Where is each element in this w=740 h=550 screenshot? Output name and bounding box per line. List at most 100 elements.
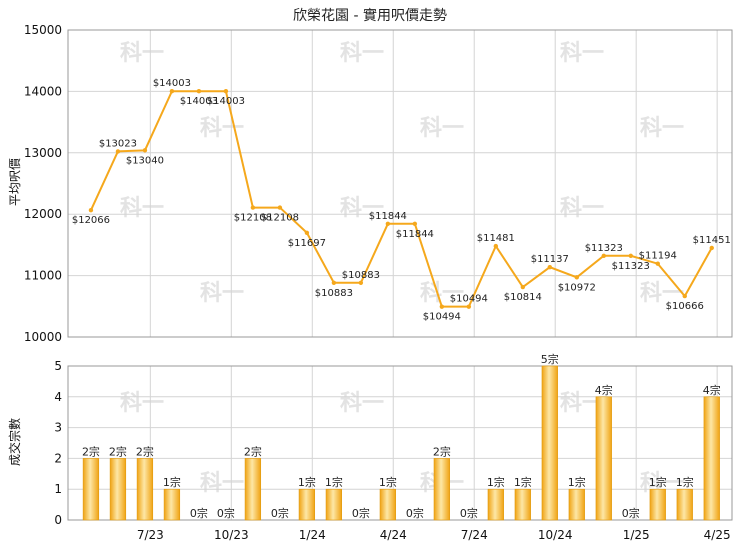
x-tick-label: 1/24 — [299, 528, 326, 542]
volume-bar-label: 2宗 — [109, 444, 127, 458]
price-data-label: $14003 — [180, 96, 218, 107]
price-data-label: $14003 — [207, 96, 245, 107]
volume-bar-label: 2宗 — [136, 444, 154, 458]
watermark-text: 科一 — [340, 391, 384, 416]
price-point — [142, 148, 148, 153]
x-tick-label: 4/24 — [380, 528, 407, 542]
volume-bar — [703, 396, 720, 521]
price-data-label: $11481 — [477, 233, 515, 244]
price-data-label: $11697 — [288, 238, 326, 249]
watermark-text: 科一 — [200, 281, 244, 306]
x-tick-label: 7/23 — [137, 528, 164, 542]
grid-layer — [68, 29, 732, 521]
price-point — [709, 245, 714, 251]
price-point — [655, 261, 660, 266]
volume-bar-label: 1宗 — [163, 475, 181, 489]
volume-bar-label: 1宗 — [649, 475, 667, 489]
price-tick-label: 11000 — [24, 269, 62, 283]
watermark-text: 科一 — [420, 281, 464, 306]
price-point — [223, 89, 229, 94]
price-point — [169, 89, 175, 94]
volume-bar — [163, 488, 181, 521]
price-point — [547, 264, 553, 270]
volume-bar-label: 2宗 — [433, 444, 451, 458]
watermark-text: 科一 — [420, 116, 464, 141]
volume-bar-label: 1宗 — [676, 475, 694, 489]
price-data-label: $11844 — [396, 229, 434, 240]
volume-bar-label: 0宗 — [622, 506, 640, 520]
price-point — [358, 280, 364, 285]
volume-bar — [244, 458, 262, 521]
axis-layer: 10000 11000 12000 13000 14000 15000 0 1 2 3 4 5 7/23… — [24, 23, 733, 542]
price-data-label: $12108 — [261, 213, 299, 224]
price-data-label: $10883 — [342, 270, 380, 281]
volume-bar — [595, 396, 612, 521]
x-tick-label: 1/25 — [623, 528, 650, 542]
volume-tick-label: 1 — [54, 482, 62, 496]
x-tick-label: 10/23 — [214, 528, 249, 542]
price-point — [520, 284, 526, 290]
price-tick-label: 15000 — [24, 23, 62, 37]
price-point — [601, 253, 606, 258]
volume-bar-label: 4宗 — [595, 383, 613, 397]
price-line — [90, 90, 713, 308]
watermark-text: 科一 — [340, 41, 384, 66]
watermark-text: 科一 — [340, 196, 384, 221]
price-data-label: $14003 — [153, 78, 191, 89]
price-line-series: $12066$13023$13040$14003$14003$14003$121… — [72, 78, 731, 322]
volume-tick-label: 0 — [54, 513, 62, 527]
volume-bar-label: 1宗 — [379, 475, 397, 489]
x-tick-label: 10/24 — [538, 528, 573, 542]
watermark-text: 科一 — [120, 196, 164, 221]
price-data-label: $11844 — [369, 211, 407, 222]
volume-bar — [379, 488, 396, 521]
watermark-text: 科一 — [200, 471, 244, 496]
price-tick-label: 13000 — [24, 146, 62, 160]
volume-bar-label: 1宗 — [325, 475, 343, 489]
price-tick-label: 10000 — [24, 330, 62, 344]
price-point — [682, 293, 687, 299]
price-tick-label: 14000 — [24, 84, 62, 98]
volume-bar-label: 1宗 — [514, 475, 532, 489]
price-point — [304, 230, 310, 236]
volume-bar — [568, 488, 585, 521]
volume-bar-label: 1宗 — [487, 475, 505, 489]
volume-bar-label: 0宗 — [271, 506, 289, 520]
volume-bar — [514, 488, 531, 521]
price-point — [574, 275, 579, 280]
chart-title: 欣榮花園 - 實用呎價走勢 — [293, 7, 447, 24]
price-point — [277, 205, 283, 210]
price-point — [466, 304, 472, 309]
volume-bar — [649, 488, 666, 521]
price-data-label: $11451 — [693, 235, 731, 246]
price-tick-label: 12000 — [24, 207, 62, 221]
price-data-label: $11137 — [531, 254, 569, 265]
price-point — [493, 243, 499, 249]
volume-bars: 2宗 2宗 2宗 1宗 0宗 0宗 2宗 0宗 1宗 1宗 0宗 1宗 0宗 2宗 0宗 1宗 1宗 5宗 1宗 4宗… — [82, 352, 721, 521]
price-data-label: $10666 — [666, 301, 704, 312]
price-data-label: $12066 — [72, 215, 110, 226]
price-data-label: $12108 — [234, 213, 272, 224]
price-data-label: $10494 — [450, 294, 488, 305]
volume-bar — [109, 458, 127, 521]
watermark-text: 科一 — [120, 41, 164, 66]
volume-bar-label: 0宗 — [190, 506, 208, 520]
watermark-text: 科一 — [120, 391, 164, 416]
volume-bar — [136, 458, 154, 521]
price-point — [412, 221, 418, 226]
price-point — [88, 207, 94, 213]
price-data-label: $10972 — [558, 282, 596, 293]
volume-bar-label: 0宗 — [217, 506, 235, 520]
x-tick-label: 4/25 — [704, 528, 731, 542]
volume-tick-label: 4 — [54, 390, 62, 404]
volume-bar — [676, 488, 693, 521]
price-point — [385, 221, 391, 226]
price-data-label: $13023 — [99, 138, 137, 149]
x-tick-label: 7/24 — [461, 528, 488, 542]
watermark-text: 科一 — [640, 116, 684, 141]
volume-bar-label: 1宗 — [568, 475, 586, 489]
price-axis-label: 平均呎價 — [8, 158, 22, 206]
price-data-label: $13040 — [126, 155, 164, 166]
